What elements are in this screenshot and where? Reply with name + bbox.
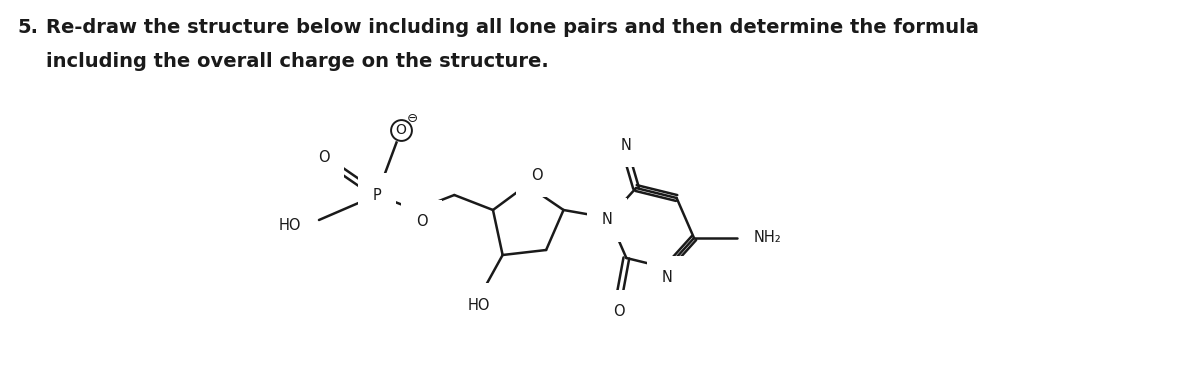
Text: N: N xyxy=(601,213,612,227)
Text: P: P xyxy=(373,188,382,203)
Text: N: N xyxy=(620,137,631,152)
Text: including the overall charge on the structure.: including the overall charge on the stru… xyxy=(47,52,550,71)
Text: ⊖: ⊖ xyxy=(407,112,419,125)
Text: O: O xyxy=(396,123,407,137)
Text: O: O xyxy=(613,305,624,320)
Text: O: O xyxy=(530,168,542,183)
Text: HO: HO xyxy=(467,298,490,313)
Text: O: O xyxy=(318,149,330,164)
Text: HO: HO xyxy=(280,217,301,232)
Text: NH₂: NH₂ xyxy=(754,230,781,245)
Text: 5.: 5. xyxy=(17,18,38,37)
Text: O: O xyxy=(415,215,427,230)
Text: N: N xyxy=(661,271,672,286)
Text: Re-draw the structure below including all lone pairs and then determine the form: Re-draw the structure below including al… xyxy=(47,18,979,37)
